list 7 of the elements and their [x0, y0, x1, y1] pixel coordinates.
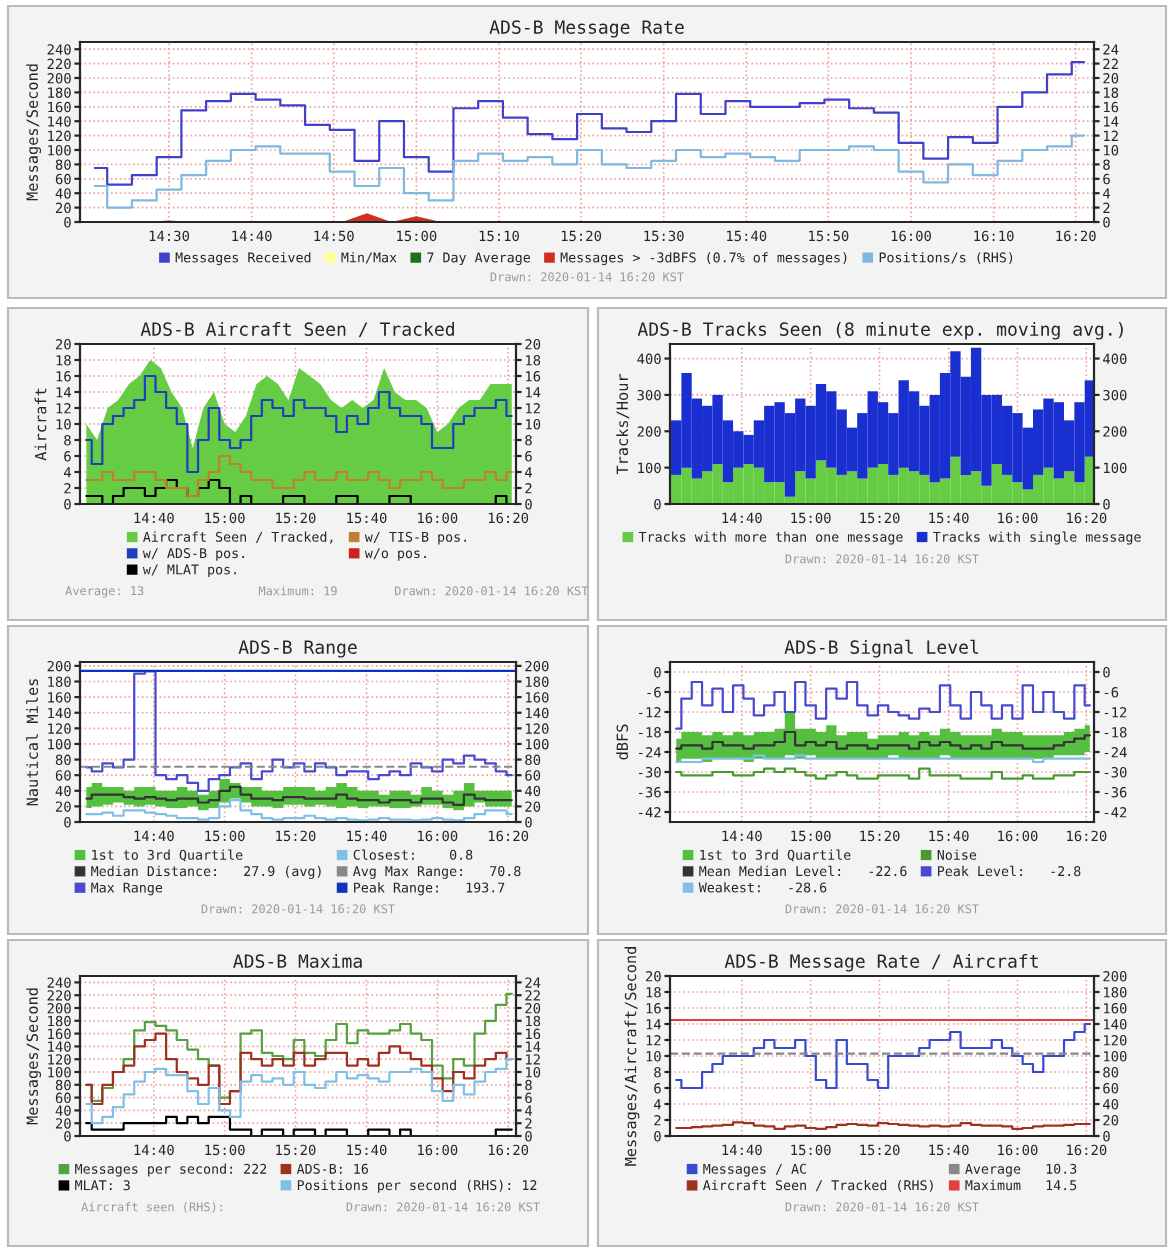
chart-title: ADS-B Signal Level: [784, 639, 979, 658]
chart-title: ADS-B Tracks Seen (8 minute exp. moving avg.): [637, 321, 1123, 340]
chart-title: ADS-B Range: [238, 640, 357, 658]
chart-title: ADS-B Aircraft Seen / Tracked: [140, 321, 454, 338]
chart-title: ADS-B Maxima: [233, 953, 362, 968]
chart-title: ADS-B Message Rate / Aircraft: [724, 953, 1038, 972]
chart-title: ADS-B Message Rate: [489, 20, 684, 38]
